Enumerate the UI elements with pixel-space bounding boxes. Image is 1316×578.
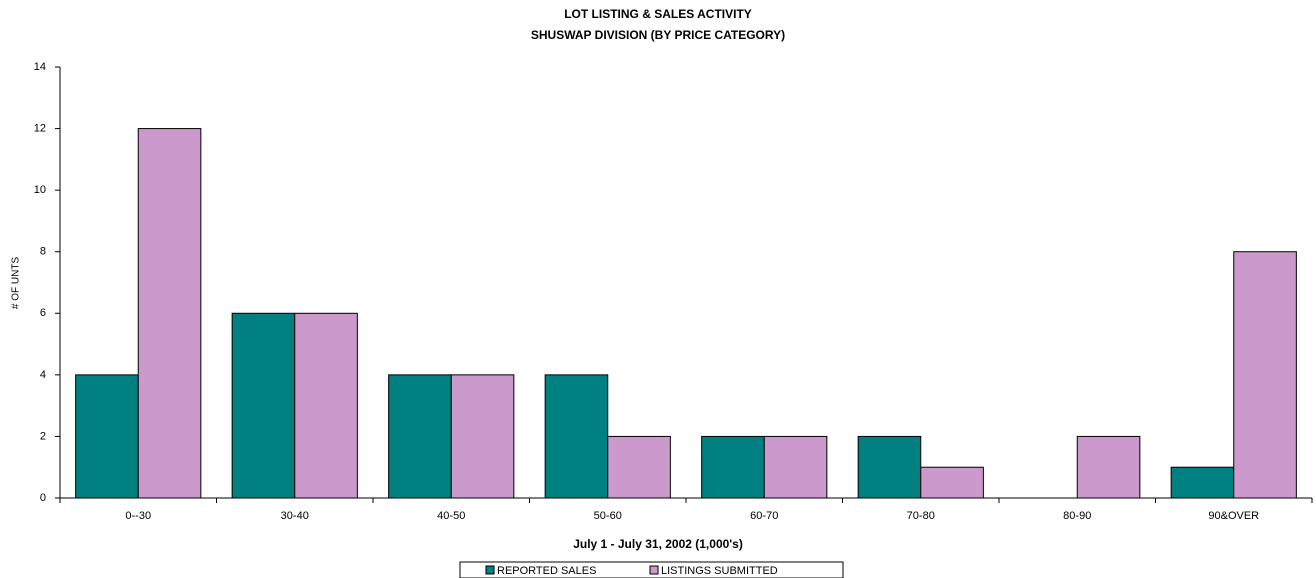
- x-tick-label: 70-80: [907, 510, 935, 522]
- x-tick-label: 90&OVER: [1208, 510, 1259, 522]
- bar: [607, 435, 671, 499]
- y-tick-label: 8: [40, 246, 46, 258]
- y-axis-label: # OF UNTS: [11, 257, 22, 310]
- x-axis-label: July 1 - July 31, 2002 (1,000's): [573, 537, 743, 551]
- bar: [294, 312, 358, 499]
- x-tick-label: 30-40: [281, 510, 309, 522]
- bar: [701, 435, 765, 499]
- legend-label: REPORTED SALES: [497, 565, 596, 577]
- bar: [450, 374, 515, 499]
- y-tick-label: 2: [40, 430, 46, 442]
- y-tick-label: 12: [34, 122, 46, 134]
- x-tick-label: 0--30: [125, 510, 151, 522]
- y-tick-label: 14: [34, 61, 46, 73]
- bar: [1076, 435, 1141, 499]
- chart-title: LOT LISTING & SALES ACTIVITY: [564, 7, 752, 21]
- bar: [231, 312, 296, 499]
- bar: [1170, 466, 1235, 499]
- y-tick-label: 4: [40, 369, 46, 381]
- chart-subtitle: SHUSWAP DIVISION (BY PRICE CATEGORY): [531, 28, 785, 42]
- bar: [75, 374, 139, 499]
- y-tick-label: 6: [40, 307, 46, 319]
- bar: [763, 435, 828, 499]
- x-tick-label: 80-90: [1063, 510, 1091, 522]
- x-tick-label: 60-70: [750, 510, 778, 522]
- bar: [857, 435, 922, 499]
- bar: [920, 466, 984, 499]
- x-tick-label: 40-50: [437, 510, 465, 522]
- legend-swatch: [485, 565, 495, 575]
- bar: [137, 128, 202, 499]
- legend-swatch: [649, 565, 659, 575]
- bar: [388, 374, 452, 499]
- y-tick-label: 0: [40, 492, 46, 504]
- legend-label: LISTINGS SUBMITTED: [661, 565, 778, 577]
- y-tick-label: 10: [34, 184, 46, 196]
- x-tick-label: 50-60: [594, 510, 622, 522]
- bar: [544, 374, 609, 499]
- bar: [1233, 251, 1297, 499]
